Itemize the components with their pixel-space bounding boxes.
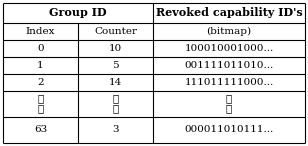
Text: 14: 14 [109,78,122,87]
Text: (bitmap): (bitmap) [206,27,252,36]
Text: 0: 0 [37,44,44,53]
Text: 3: 3 [112,126,119,134]
Text: 111011111000...: 111011111000... [184,78,274,87]
Text: 000011010111...: 000011010111... [184,126,274,134]
Text: 001111011010...: 001111011010... [184,61,274,70]
Text: ⋮
⋮: ⋮ ⋮ [112,95,119,113]
Text: Index: Index [26,27,55,36]
Text: 1: 1 [37,61,44,70]
Text: 2: 2 [37,78,44,87]
Text: Group ID: Group ID [49,7,107,19]
Text: ⋮
⋮: ⋮ ⋮ [226,95,232,113]
Text: 63: 63 [34,126,47,134]
Text: Counter: Counter [94,27,137,36]
Text: 5: 5 [112,61,119,70]
Text: Revoked capability ID's: Revoked capability ID's [156,7,302,19]
Text: ⋮
⋮: ⋮ ⋮ [37,95,44,113]
Text: 100010001000...: 100010001000... [184,44,274,53]
Text: 10: 10 [109,44,122,53]
